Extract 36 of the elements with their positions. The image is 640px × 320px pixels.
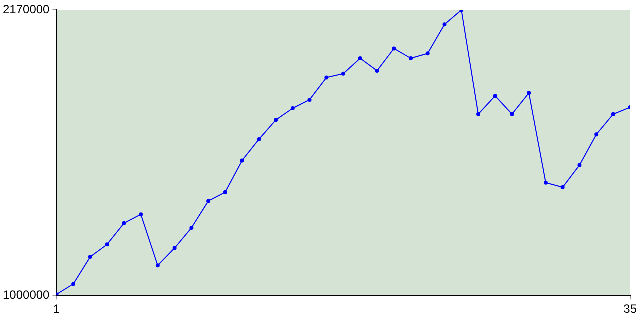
point	[139, 212, 144, 217]
point	[442, 22, 447, 27]
point	[611, 112, 616, 116]
point	[257, 137, 262, 142]
point	[594, 132, 599, 137]
point	[206, 199, 211, 204]
point	[308, 98, 312, 102]
point	[375, 68, 380, 73]
point	[342, 72, 346, 76]
point	[240, 158, 244, 163]
point	[493, 94, 498, 98]
point	[156, 264, 160, 268]
point	[72, 282, 76, 286]
point	[190, 226, 194, 230]
point	[88, 255, 92, 260]
point	[290, 106, 295, 111]
point	[122, 221, 126, 226]
point	[358, 56, 362, 60]
point	[324, 76, 329, 80]
point	[476, 112, 480, 116]
point	[426, 52, 430, 56]
point	[409, 56, 414, 60]
y-tick-label: 1000000	[3, 288, 50, 302]
y-tick-label: 2170000	[3, 2, 50, 17]
point	[105, 242, 110, 247]
point	[392, 46, 396, 51]
point	[274, 118, 278, 122]
x-tick-label: 35	[624, 302, 638, 316]
point	[172, 246, 177, 250]
point	[527, 91, 532, 96]
x-tick-label: 1	[53, 302, 60, 316]
point	[544, 180, 548, 185]
point	[510, 112, 514, 116]
point	[578, 163, 582, 168]
point	[560, 186, 565, 190]
point	[223, 190, 228, 194]
